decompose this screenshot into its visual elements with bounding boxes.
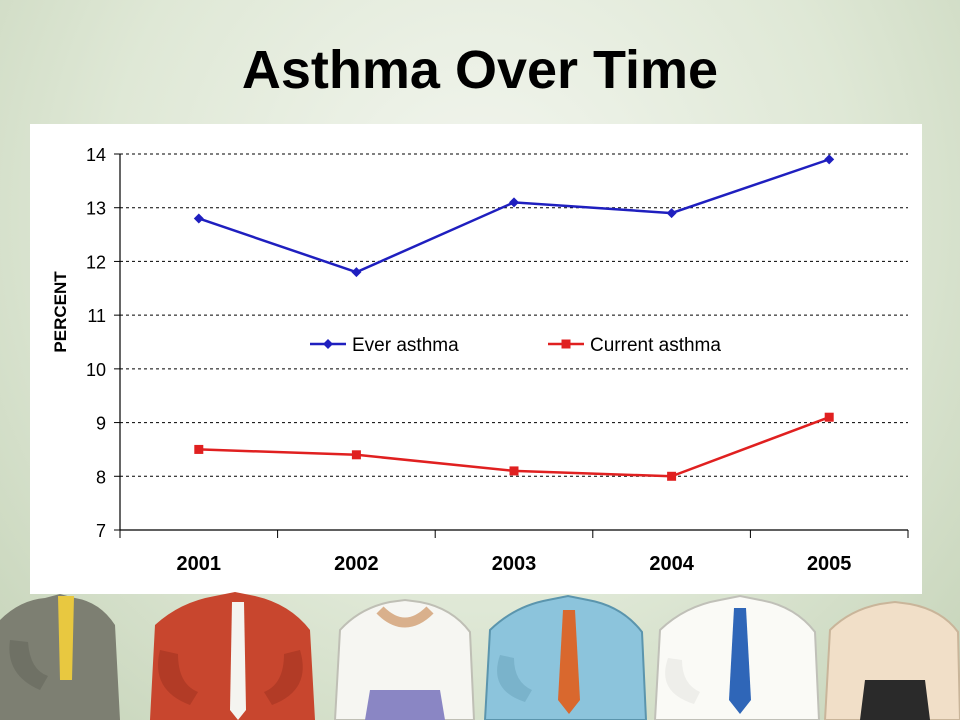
x-tick-label: 2005	[807, 553, 852, 575]
series-line-1	[198, 158, 830, 274]
legend-label: Current asthma	[590, 335, 721, 356]
data-point	[509, 197, 519, 208]
legend-marker	[323, 339, 333, 349]
person-blue-shirt	[483, 594, 648, 720]
data-point	[666, 208, 677, 219]
data-point	[351, 267, 362, 278]
x-tick-label: 2003	[492, 553, 537, 575]
y-tick-label: 8	[96, 467, 106, 487]
people-illustration	[0, 592, 960, 720]
x-tick-label: 2004	[649, 553, 694, 575]
person-white-shirt	[653, 594, 821, 720]
y-tick-label: 13	[86, 199, 106, 219]
y-axis-label: PERCENT	[51, 271, 70, 353]
data-point	[824, 412, 834, 422]
y-tick-label: 10	[86, 360, 106, 380]
y-tick-label: 11	[87, 306, 106, 326]
y-tick-label: 14	[86, 145, 106, 165]
data-point	[193, 213, 204, 224]
slide-title: Asthma Over Time	[241, 40, 719, 100]
data-point	[824, 154, 835, 165]
person-red-shirt	[150, 592, 315, 720]
chart-panel: 7 8 9 10 11 12 13 14 2001 2002 2003 2004 2005 PERCENT…	[30, 124, 922, 594]
y-tick-label: 7	[96, 521, 106, 541]
data-point	[667, 471, 677, 481]
data-point	[194, 444, 204, 454]
x-tick-label: 2002	[334, 553, 379, 575]
x-tick-label: 2001	[177, 553, 222, 575]
y-tick-label: 9	[96, 414, 106, 434]
y-tick-label: 12	[86, 252, 106, 272]
person-white-blouse	[333, 598, 476, 720]
line-chart: 7 8 9 10 11 12 13 14 2001 2002 2003 2004 2005 PERCENT…	[51, 145, 909, 575]
legend-marker	[561, 339, 571, 349]
person-cream-blouse	[823, 600, 960, 720]
data-point	[509, 466, 519, 476]
data-point	[351, 450, 361, 460]
legend-label: Ever asthma	[352, 335, 459, 356]
person-gray-suit	[0, 594, 120, 720]
